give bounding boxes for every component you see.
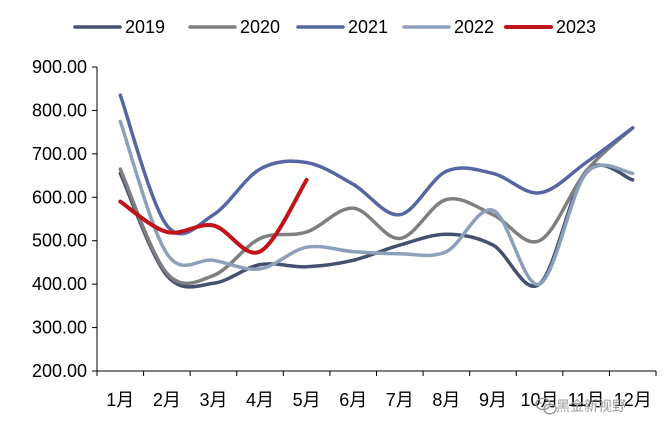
legend-label-2020: 2020: [240, 17, 280, 37]
legend: 2019 2020 2021 2022 2023: [73, 17, 596, 37]
wechat-icon: [535, 397, 557, 415]
series-lines: [118, 93, 635, 289]
x-tick-label: 12月: [614, 390, 652, 410]
x-tick-label: 8月: [432, 390, 460, 410]
legend-label-2019: 2019: [125, 17, 165, 37]
series-line-2022: [118, 119, 635, 286]
x-tick-label: 5月: [293, 390, 321, 410]
y-tick-label: 600.00: [32, 187, 87, 207]
x-tick-label: 1月: [106, 390, 134, 410]
y-tick-label: 400.00: [32, 274, 87, 294]
watermark-text: 黑金新视野: [556, 399, 626, 415]
x-tick-label: 11月: [568, 390, 605, 410]
watermark: 黑金新视野: [535, 397, 626, 415]
y-tick-label: 800.00: [32, 100, 87, 120]
series-line-2023: [118, 177, 309, 255]
legend-label-2021: 2021: [348, 17, 388, 37]
x-tick-label: 10月: [521, 390, 559, 410]
series-line-2021: [118, 93, 635, 236]
y-tick-label: 700.00: [32, 144, 87, 164]
x-tick-label: 4月: [246, 390, 274, 410]
y-tick-label: 900.00: [32, 57, 87, 77]
x-tick-label: 6月: [339, 390, 367, 410]
x-axis: 1月 2月 3月 4月 5月 6月 7月 8月 9月 10月 11月 12月: [96, 370, 657, 410]
x-tick-label: 7月: [386, 390, 414, 410]
y-tick-label: 200.00: [32, 361, 87, 381]
legend-label-2022: 2022: [454, 17, 494, 37]
x-tick-label: 2月: [153, 390, 181, 410]
y-tick-label: 300.00: [32, 318, 87, 338]
y-axis: 200.00 300.00 400.00 500.00 600.00 700.00 800.…: [32, 57, 98, 381]
legend-label-2023: 2023: [556, 17, 596, 37]
series-line-2020: [118, 126, 635, 286]
x-tick-label: 9月: [479, 390, 507, 410]
x-tick-label: 3月: [199, 390, 227, 410]
y-tick-label: 500.00: [32, 231, 87, 251]
